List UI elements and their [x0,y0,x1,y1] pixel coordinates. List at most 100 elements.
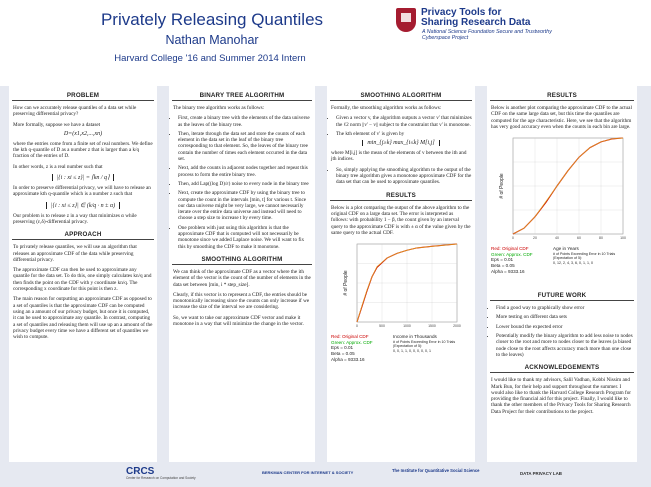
approach-p2: The approximate CDF can then be used to … [13,267,152,293]
x-tick-label: 20 [533,236,537,240]
results-heading-1: RESULTS [330,192,472,201]
list-item: More testing on different data sets [496,314,634,320]
approx-quantile-equation-text: |{i : xi ≤ z}| ∈ (k/q · n ± α) [45,201,121,209]
smoothing-equation-text: min_{j≥k} max_{i≤k} M[i,j] [362,140,440,147]
legend-green: Green: Approx. CDF [331,339,373,345]
future-work-list: Find a good way to graphically show erro… [487,305,637,358]
footer-logos: CRCS Center for Research on Computation … [0,462,651,487]
column-3: SMOOTHING ALGORITHM Formally, the smooth… [327,86,475,462]
legend-red: Red: Original CDF [331,334,369,340]
legend-green: Green: Approx. CDF [491,251,533,257]
approx-quantile-equation: |{i : xi ≤ z}| ∈ (k/q · n ± α) [13,201,153,209]
list-item: One problem with just using this algorit… [178,225,312,250]
list-item: Next, create the approximate CDF by usin… [178,190,312,221]
age-chart-legend: Red: Original CDF Green: Approx. CDF Eps… [491,246,633,286]
legend-note2: (Expectation of 5): [393,344,423,349]
crcs-logo-text: CRCS [126,466,155,477]
x-tick-label: 1500 [428,324,436,328]
data-privacy-lab-logo: DATA PRIVACY LAB [520,471,562,476]
column-2: BINARY TREE ALGORITHM The binary tree al… [169,86,315,462]
income-cdf-chart: 0 500 1000 1500 2000 # of People [343,243,461,328]
list-item: Lower bound the expected error [496,324,634,330]
series-line [356,243,458,323]
dataset-equation: D=(x1,x2,...,xn) [63,130,103,137]
smoothing-heading-2: SMOOTHING ALGORITHM [330,92,472,101]
affiliation: Harvard College '16 and Summer 2014 Inte… [114,53,306,64]
smoothing-p2: Clearly, if this vector is to represent … [173,291,310,311]
list-item: Next, add the counts in adjacent nodes t… [178,165,312,178]
legend-red: Red: Original CDF [491,246,529,252]
column-4: RESULTS Below is another plot comparing … [487,86,637,462]
chart-xlabel: Income in Thousands [393,334,437,340]
age-cdf-chart: 0 20 40 60 80 100 # of People [499,137,626,240]
problem-p1: How can we accurately release quantiles … [13,105,137,118]
list-item: Then, iterate through the data set and s… [178,131,312,162]
list-item: The kth element of v' is given by [336,131,472,137]
x-tick-label: 500 [379,324,385,328]
binary-tree-steps: First, create a binary tree with the ele… [169,115,315,250]
smoothing-intro: Formally, the smoothing algorithm works … [331,105,442,111]
results-p1: Below is a plot comparing the output of … [331,204,471,236]
list-item: Find a good way to graphically show erro… [496,305,634,311]
legend-eps: Eps = 0.01 [491,257,514,263]
y-axis-label: # of People [499,173,505,199]
iqss-logo: The Institute for Quantitative Social Sc… [392,468,480,473]
harvard-shield-icon [396,8,416,32]
column-1: PROBLEM How can we accurately release qu… [9,86,157,462]
binary-tree-heading: BINARY TREE ALGORITHM [172,92,312,101]
list-item: Given a vector v, the algorithm outputs … [336,115,472,128]
privacy-tools-logo-subtitle: A National Science Foundation Secure and… [422,29,552,42]
legend-note1: # of Points Exceeding Error in 10 Trials [553,251,616,256]
poster-header: Privately Releasing Quantiles Nathan Man… [0,0,651,86]
list-item: So, simply applying the smoothing algori… [336,167,472,186]
acknowledgements-heading: ACKNOWLEDGEMENTS [490,364,634,374]
problem-p6: Our problem is to release z in a way tha… [13,212,137,225]
smoothing-heading-1: SMOOTHING ALGORITHM [172,256,312,265]
legend-note2: (Expectation of 5): [553,256,583,261]
list-item: Then, add Lap((log D)/ε) noise to every … [178,181,312,187]
income-chart-legend: Red: Original CDF Green: Approx. CDF Eps… [331,334,471,374]
list-item: First, create a binary tree with the ele… [178,115,312,128]
list-item: Potentially modify the binary algorithm … [496,333,634,358]
results-heading-2: RESULTS [490,92,634,101]
crcs-logo: CRCS Center for Research on Computation … [126,466,236,481]
poster-title: Privately Releasing Quantiles [100,10,324,29]
binary-tree-intro: The binary tree algorithm works as follo… [173,105,265,111]
y-axis-label: # of People [343,270,349,296]
problem-p4: In other words, z is a real number such … [13,163,103,170]
x-tick-label: 80 [599,236,603,240]
legend-note1: # of Points Exceeding Error in 10 Trials [393,339,456,344]
legend-beta: Beta = 0.05 [331,350,355,356]
approach-p3: The main reason for outputting an approx… [13,296,153,341]
problem-p2: More formally, suppose we have a dataset [13,121,101,128]
x-tick-label: 0 [356,324,358,328]
berkman-logo: BERKMAN CENTER FOR INTERNET & SOCIETY [262,470,354,475]
future-work-heading: FUTURE WORK [490,292,634,302]
smoothing-p3: So, we want to take our approximate CDF … [173,314,304,328]
legend-note3: 0, 0, 1, 1, 0, 0, 0, 0, 0, 1 [393,348,431,353]
quantile-equation-text: |{i : xi ≤ z}| = ⌈kn / q⌉ [51,174,115,182]
crcs-logo-subtitle: Center for Research on Computation and S… [126,476,196,480]
series-line [512,137,624,235]
x-tick-label: 0 [512,236,514,240]
approach-p1: To privately release quantiles, we will … [13,244,137,263]
x-tick-label: 60 [577,236,581,240]
problem-p3: where the entries come from a finite set… [13,140,153,160]
legend-beta: Beta = 0.05 [491,262,515,268]
x-tick-label: 2000 [453,324,461,328]
x-tick-label: 1000 [403,324,411,328]
smoothing-steps-b: So, simply applying the smoothing algori… [327,167,475,186]
results-p2: Below is another plot comparing the appr… [491,105,632,130]
smoothing-where: where M[i,j] is the mean of the elements… [331,150,467,163]
legend-alpha: Alpha = 9333.16 [491,268,525,274]
legend-note3: 0, 12, 2, 4, 3, 6, 0, 1, 1, 0 [553,260,593,265]
smoothing-equation: min_{j≥k} max_{i≤k} M[i,j] [331,140,471,147]
x-tick-label: 100 [620,236,626,240]
privacy-tools-logo-title: Privacy Tools for Sharing Research Data [421,7,531,28]
problem-p5: In order to preserve differential privac… [13,185,151,198]
legend-eps: Eps = 0.01 [331,345,354,351]
smoothing-p1: We can think of the approximate CDF as a… [173,268,311,288]
author-name: Nathan Manohar [165,33,259,47]
legend-alpha: Alpha = 9333.16 [331,356,365,362]
approach-heading: APPROACH [12,231,154,241]
